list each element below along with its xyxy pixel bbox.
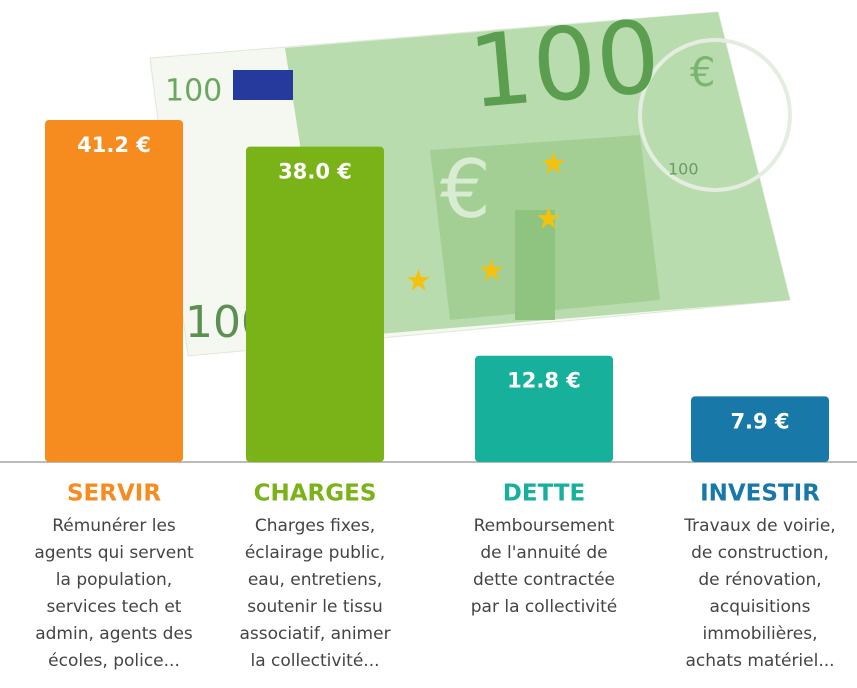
description: Rémunérer les	[52, 516, 176, 536]
description: agents qui servent	[34, 543, 194, 563]
svg-text:★: ★	[535, 202, 562, 237]
description: eau, entretiens,	[248, 570, 382, 590]
note-flag	[233, 70, 293, 100]
svg-text:★: ★	[478, 254, 505, 289]
svg-text:★: ★	[540, 147, 567, 182]
bar	[475, 355, 613, 462]
category-label: DETTE	[503, 481, 585, 507]
note-watermark	[638, 38, 792, 192]
description: services tech et	[47, 597, 182, 617]
description: associatif, animer	[239, 624, 390, 644]
description: de l'annuité de	[480, 543, 607, 563]
category-label: INVESTIR	[700, 481, 820, 507]
value-label: 38.0 €	[278, 160, 352, 184]
note-symbol: €	[440, 143, 491, 236]
description: de construction,	[691, 543, 829, 563]
description: acquisitions	[709, 597, 810, 617]
description: la population,	[56, 570, 172, 590]
bar	[45, 120, 183, 462]
description: la collectivité...	[250, 651, 379, 671]
description: immobilières,	[703, 624, 818, 644]
description: écoles, police...	[48, 651, 180, 671]
bar	[246, 146, 384, 462]
bar	[691, 396, 829, 462]
description: admin, agents des	[35, 624, 193, 644]
note-number: 100	[668, 160, 699, 179]
description: Charges fixes,	[255, 516, 375, 536]
note-number: 100	[464, 0, 664, 131]
note-pillar	[515, 210, 555, 320]
description: éclairage public,	[245, 543, 385, 563]
description: par la collectivité	[471, 597, 617, 617]
category-label: CHARGES	[254, 481, 377, 507]
value-label: 41.2 €	[77, 133, 151, 157]
description: achats matériel...	[685, 651, 834, 671]
category-label: SERVIR	[67, 481, 161, 507]
note-symbol: €	[690, 50, 715, 96]
description: Travaux de voirie,	[683, 516, 835, 536]
note-stars: ★ ★ ★ ★	[405, 147, 567, 299]
description: soutenir le tissu	[247, 597, 383, 617]
description: Remboursement	[474, 516, 615, 536]
description: dette contractée	[473, 570, 615, 590]
value-label: 7.9 €	[730, 409, 789, 433]
description: de rénovation,	[698, 570, 821, 590]
note-number: 100	[165, 74, 222, 109]
svg-text:★: ★	[405, 264, 432, 299]
value-label: 12.8 €	[507, 369, 581, 393]
